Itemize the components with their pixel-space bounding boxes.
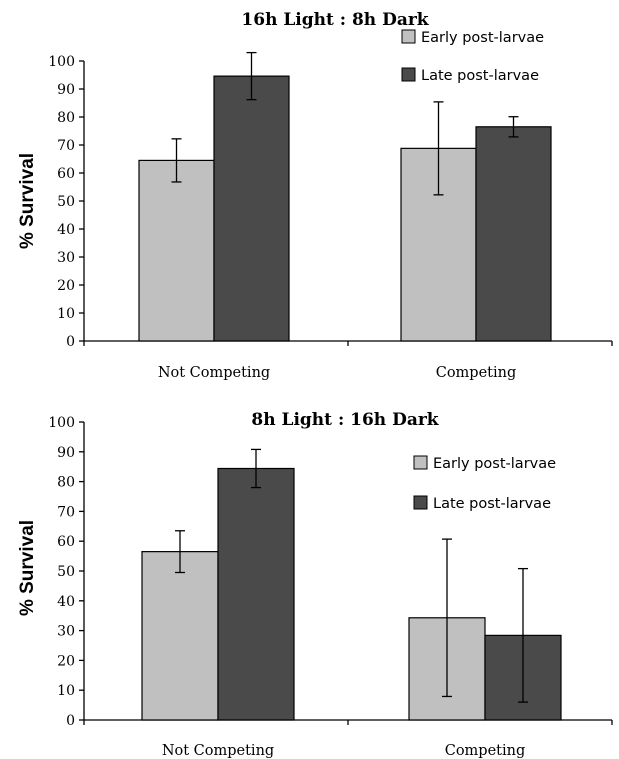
category-label: Not Competing — [158, 365, 270, 381]
legend-swatch-late — [413, 495, 428, 510]
chart-title: 8h Light : 16h Dark — [251, 410, 439, 430]
legend-label: Early post-larvae — [433, 456, 556, 472]
category-label: Competing — [445, 743, 526, 759]
legend-swatch-early — [401, 29, 416, 44]
y-tick-label: 90 — [57, 82, 75, 98]
y-tick-label: 40 — [57, 594, 75, 610]
legend-swatch-late — [401, 67, 416, 82]
y-tick-label: 100 — [48, 415, 75, 431]
y-tick-label: 0 — [66, 713, 75, 729]
y-tick-label: 30 — [57, 250, 75, 266]
y-tick-label: 0 — [66, 334, 75, 350]
y-tick-label: 70 — [57, 138, 75, 154]
chart-panel-1: 16h Light : 8h Dark % Survival 0 10 20 30 40 50… — [17, 10, 613, 381]
chart-title: 16h Light : 8h Dark — [241, 10, 429, 30]
y-tick-label: 10 — [57, 306, 75, 322]
legend-label: Late post-larvae — [421, 68, 539, 84]
y-tick-label: 50 — [57, 194, 75, 210]
y-tick-label: 20 — [57, 653, 75, 669]
legend-label: Early post-larvae — [421, 30, 544, 46]
y-tick-label: 30 — [57, 624, 75, 640]
y-tick-label: 70 — [57, 504, 75, 520]
y-tick-label: 10 — [57, 683, 75, 699]
y-tick-label: 50 — [57, 564, 75, 580]
chart-panel-2: 8h Light : 16h Dark % Survival 0 10 20 30 40 50… — [17, 410, 613, 759]
y-tick-label: 80 — [57, 110, 75, 126]
y-tick-label: 80 — [57, 475, 75, 491]
category-label: Not Competing — [162, 743, 274, 759]
bar-early-not-competing — [138, 159, 215, 342]
y-tick-label: 40 — [57, 222, 75, 238]
y-tick-label: 100 — [48, 54, 75, 70]
bar-early-not-competing — [141, 551, 219, 721]
bar-late-not-competing — [217, 467, 295, 721]
y-tick-label: 20 — [57, 278, 75, 294]
y-tick-label: 60 — [57, 534, 75, 550]
bar-late-competing — [475, 126, 552, 342]
legend-swatch-early — [413, 455, 428, 470]
category-label: Competing — [436, 365, 517, 381]
y-axis-label: % Survival — [17, 153, 38, 249]
bar-late-not-competing — [213, 75, 290, 342]
y-tick-label: 90 — [57, 445, 75, 461]
y-tick-label: 60 — [57, 166, 75, 182]
legend-label: Late post-larvae — [433, 496, 551, 512]
y-axis-label: % Survival — [17, 520, 38, 616]
